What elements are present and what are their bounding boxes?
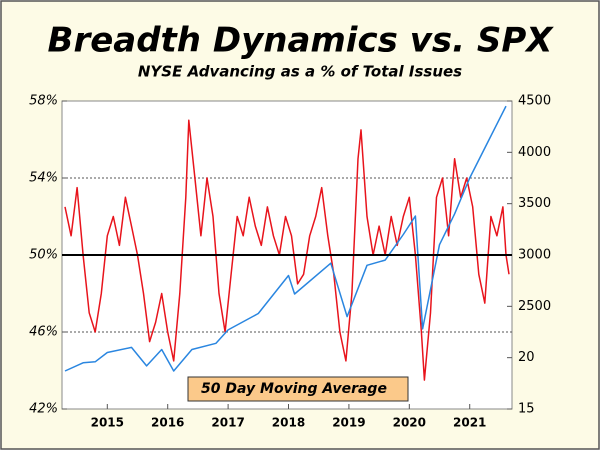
y2-tick-label: 4000: [518, 145, 551, 160]
series-line: [64, 119, 510, 381]
annotation: 50 Day Moving Average: [201, 381, 387, 397]
x-tick-label: 2021: [453, 416, 486, 430]
chart-subtitle: NYSE Advancing as a % of Total Issues: [138, 63, 462, 81]
y-tick-label: 58%: [29, 94, 58, 109]
y-tick-label: 54%: [29, 171, 58, 186]
y2-tick-label: 3500: [518, 196, 551, 211]
y-tick-label: 46%: [29, 325, 58, 340]
x-tick-label: 2019: [332, 416, 365, 430]
x-tick-label: 2017: [211, 416, 244, 430]
x-tick-label: 2018: [272, 416, 305, 430]
y-tick-label: 42%: [29, 402, 58, 417]
y2-tick-label: 4500: [518, 94, 551, 109]
x-tick-label: 2015: [91, 416, 124, 430]
series-line: [64, 105, 507, 372]
y2-tick-label: 15: [518, 402, 535, 417]
y2-tick-label: 2500: [518, 299, 551, 314]
annotation-box: [187, 376, 409, 402]
y2-tick-label: 3000: [518, 248, 551, 263]
x-tick-label: 2016: [151, 416, 184, 430]
chart-title: Breadth Dynamics vs. SPX: [48, 21, 555, 61]
x-tick-label: 2020: [393, 416, 426, 430]
y2-tick-label: 20: [518, 350, 535, 365]
y-tick-label: 50%: [29, 248, 58, 263]
